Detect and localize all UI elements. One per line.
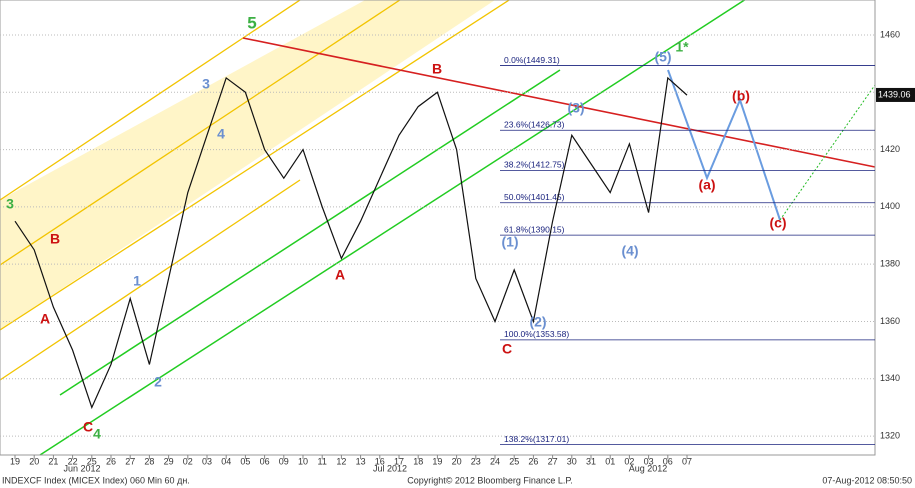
x-tick-label: 26 — [528, 456, 538, 466]
month-label: Jun 2012 — [63, 463, 100, 473]
x-tick-label: 26 — [106, 456, 116, 466]
x-tick-label: 02 — [183, 456, 193, 466]
wave-label: A — [335, 267, 345, 283]
x-tick-label: 07 — [682, 456, 692, 466]
x-tick-label: 19 — [432, 456, 442, 466]
wave-label: 2 — [154, 374, 162, 390]
month-label: Jul 2012 — [373, 463, 407, 473]
wave-label: 3 — [202, 76, 210, 92]
projection — [667, 69, 781, 221]
trend-lines — [39, 0, 746, 456]
y-tick-label: 1320 — [880, 430, 900, 440]
x-tick-label: 12 — [336, 456, 346, 466]
y-tick-label: 1420 — [880, 144, 900, 154]
x-tick-label: 28 — [144, 456, 154, 466]
x-tick-label: 04 — [221, 456, 231, 466]
y-tick-label: 1360 — [880, 316, 900, 326]
x-tick-label: 24 — [490, 456, 500, 466]
last-price-box — [876, 87, 915, 102]
wave-label: (2) — [529, 314, 546, 330]
x-tick-label: 02 — [624, 456, 634, 466]
wave-label: B — [432, 61, 442, 77]
wave-label: 4 — [217, 126, 225, 142]
footer-right: 07-Aug-2012 08:50:50 — [822, 475, 912, 485]
x-tick-label: 05 — [240, 456, 250, 466]
wave-label: (3) — [567, 100, 584, 116]
x-tick-label: 27 — [548, 456, 558, 466]
wave-label: (5) — [654, 49, 671, 65]
wave-label: (c) — [769, 215, 786, 231]
x-tick-label: 27 — [125, 456, 135, 466]
price-line — [14, 76, 688, 410]
x-tick-label: 22 — [68, 456, 78, 466]
x-tick-label: 03 — [644, 456, 654, 466]
x-tick-label: 10 — [298, 456, 308, 466]
wave-label: 1* — [675, 39, 689, 55]
wave-label: C — [83, 419, 93, 435]
fib-label: 50.0%(1401.45) — [504, 192, 565, 202]
wave-label: 1 — [133, 273, 141, 289]
x-tick-label: 13 — [356, 456, 366, 466]
channel — [0, 0, 511, 381]
y-tick-label: 1380 — [880, 259, 900, 269]
x-tick-label: 23 — [471, 456, 481, 466]
x-tick-label: 21 — [48, 456, 58, 466]
month-label: Aug 2012 — [629, 463, 668, 473]
fib-label: 23.6%(1426.73) — [504, 120, 565, 130]
x-tick-label: 29 — [164, 456, 174, 466]
fib-label: 138.2%(1317.01) — [504, 434, 569, 444]
wave-label: A — [40, 311, 50, 327]
footer-center: Copyright© 2012 Bloomberg Finance L.P. — [407, 475, 573, 485]
wave-label: (4) — [621, 243, 638, 259]
x-tick-label: 20 — [452, 456, 462, 466]
wave-label: (b) — [732, 88, 750, 104]
x-tick-label: 17 — [394, 456, 404, 466]
x-tick-label: 06 — [260, 456, 270, 466]
y-tick-label: 1400 — [880, 201, 900, 211]
x-tick-label: 25 — [509, 456, 519, 466]
wave-label: (a) — [698, 177, 715, 193]
y-tick-label: 1460 — [880, 29, 900, 39]
x-tick-label: 11 — [318, 456, 327, 466]
x-tick-label: 03 — [202, 456, 212, 466]
channel-fill — [0, 0, 495, 330]
wave-label: 4 — [93, 426, 101, 442]
fib-label: 100.0%(1353.58) — [504, 329, 569, 339]
x-tick-label: 20 — [29, 456, 39, 466]
resistance-line — [242, 37, 876, 168]
fib-label: 0.0%(1449.31) — [504, 55, 560, 65]
footer-left: INDEXCF Index (MICEX Index) 060 Min 60 д… — [2, 475, 190, 485]
x-tick-label: 31 — [586, 456, 596, 466]
wave-label: (1) — [501, 234, 518, 250]
wave-label: C — [502, 341, 512, 357]
x-tick-label: 18 — [413, 456, 423, 466]
x-tick-label: 01 — [605, 456, 615, 466]
projection-line — [779, 84, 876, 221]
last-price: 1439.06 — [878, 89, 911, 99]
x-tick-label: 25 — [87, 456, 97, 466]
wave-label: B — [50, 231, 60, 247]
fib-label: 38.2%(1412.75) — [504, 160, 565, 170]
x-tick-label: 09 — [279, 456, 289, 466]
x-tick-label: 16 — [375, 456, 385, 466]
wave-label: 3 — [6, 196, 14, 212]
wave-label: 5 — [247, 13, 256, 32]
fib-label: 61.8%(1390.15) — [504, 224, 565, 234]
y-tick-label: 1340 — [880, 373, 900, 383]
x-tick-label: 19 — [10, 456, 20, 466]
x-tick-label: 30 — [567, 456, 577, 466]
x-tick-label: 06 — [663, 456, 673, 466]
